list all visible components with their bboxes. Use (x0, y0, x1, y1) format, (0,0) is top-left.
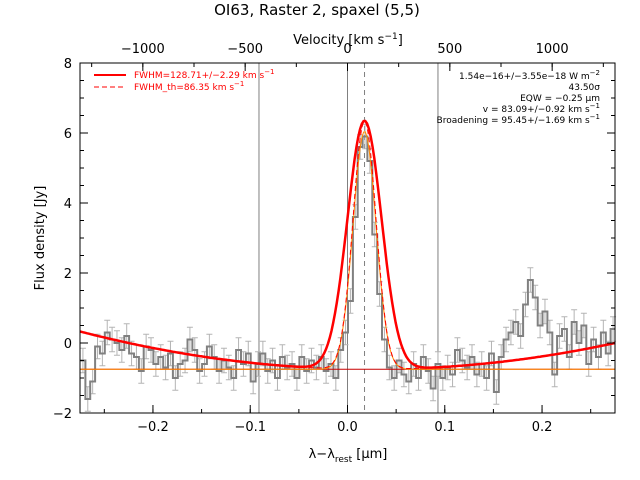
annotation-eqw: EQW = −0.25 μm (520, 94, 600, 104)
legend-label-fwhm: FWHM=128.71+/−2.29 km s−1 (134, 68, 275, 81)
annotation-sigma: 43.50σ (569, 83, 601, 93)
x-tick-label: −0.1 (234, 420, 266, 435)
x-tick-label: 0.2 (532, 420, 553, 435)
velocity-tick-label: 1000 (536, 42, 569, 57)
annotation-flux: 1.54e−16+/−3.55e−18 W m−2 (459, 69, 600, 82)
y-tick-label: 0 (64, 337, 72, 352)
legend: FWHM=128.71+/−2.29 km s−1 FWHM_th=86.35 … (94, 68, 275, 93)
x-tick-label: 0.0 (337, 420, 358, 435)
plot-layer (79, 63, 617, 413)
top-axis-label: Velocity [km s−1] (293, 32, 403, 48)
annotation-velocity: v = 83.09+/−0.92 km s−1 (483, 102, 600, 115)
y-tick-label: 2 (64, 267, 72, 282)
y-tick-label: 4 (64, 197, 72, 212)
legend-label-fwhm-th: FWHM_th=86.35 km s−1 (134, 80, 244, 93)
y-tick-label: −2 (53, 407, 72, 422)
velocity-tick-label: −1000 (121, 42, 165, 57)
fit-curve (79, 119, 616, 369)
annotation-broadening: Broadening = 95.45+/−1.69 km s−1 (437, 113, 600, 126)
chart-title: OI63, Raster 2, spaxel (5,5) (214, 1, 420, 19)
annotations: 1.54e−16+/−3.55e−18 W m−2 43.50σ EQW = −… (437, 69, 601, 126)
y-tick-label: 8 (64, 57, 72, 72)
velocity-tick-label: 500 (437, 42, 462, 57)
x-tick-label: −0.2 (137, 420, 169, 435)
x-axis-label: λ−λrest [μm] (309, 447, 388, 465)
y-tick-label: 6 (64, 127, 72, 142)
y-axis-label: Flux density [Jy] (33, 186, 48, 291)
velocity-tick-label: −500 (227, 42, 263, 57)
x-tick-label: 0.1 (434, 420, 455, 435)
velocity-tick-label: 0 (343, 42, 351, 57)
data-spectrum (80, 135, 616, 400)
axes-layer: −0.2 −0.1 0.0 0.1 0.2 −1000 −500 0 500 1000 −2 0 2 4 6… (53, 42, 615, 435)
